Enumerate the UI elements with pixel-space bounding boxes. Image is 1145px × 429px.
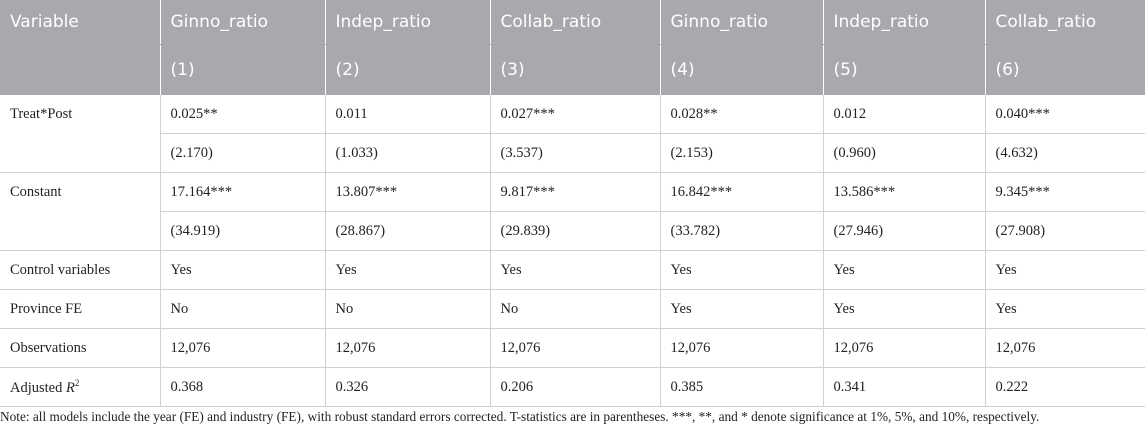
cell: (28.867) — [325, 211, 491, 251]
cell: 0.040*** — [985, 95, 1145, 134]
header-col-4-num: (4) — [660, 44, 824, 95]
adj-label-r: R — [65, 379, 75, 396]
row-label-adjusted-r2: Adjusted R2 — [0, 367, 161, 407]
cell: (1.033) — [325, 133, 491, 173]
cell: (2.153) — [660, 133, 824, 173]
row-treat-post-tstat: (2.170) (1.033) (3.537) (2.153) (0.960) … — [0, 133, 1145, 173]
cell: 0.025** — [160, 95, 326, 134]
cell: (27.946) — [823, 211, 986, 251]
cell: (3.537) — [490, 133, 661, 173]
cell: 13.586*** — [823, 172, 986, 212]
cell: 12,076 — [325, 328, 491, 368]
row-treat-post-coef: Treat*Post 0.025** 0.011 0.027*** 0.028*… — [0, 95, 1145, 173]
cell: 0.027*** — [490, 95, 661, 134]
cell: (4.632) — [985, 133, 1145, 173]
cell: Yes — [490, 250, 661, 290]
cell: Yes — [660, 250, 824, 290]
adj-label-text: Adjusted — [10, 379, 66, 396]
cell: 12,076 — [160, 328, 326, 368]
cell: (34.919) — [160, 211, 326, 251]
regression-table: Variable Ginno_ratio Indep_ratio Collab_… — [0, 0, 1145, 407]
header-col-5-name: Indep_ratio — [823, 0, 986, 45]
cell: No — [325, 289, 491, 329]
cell: Yes — [660, 289, 824, 329]
row-observations: Observations 12,076 12,076 12,076 12,076… — [0, 328, 1145, 368]
cell: 9.817*** — [490, 172, 661, 212]
cell: Yes — [985, 250, 1145, 290]
cell: No — [160, 289, 326, 329]
table-note: Note: all models include the year (FE) a… — [0, 409, 1040, 424]
row-label-control: Control variables — [0, 250, 161, 290]
row-constant-tstat: (34.919) (28.867) (29.839) (33.782) (27.… — [0, 211, 1145, 251]
cell: (29.839) — [490, 211, 661, 251]
cell: 0.222 — [985, 367, 1145, 407]
cell: 12,076 — [490, 328, 661, 368]
row-province-fe: Province FE No No No Yes Yes Yes — [0, 289, 1145, 329]
header-col-1-num: (1) — [160, 44, 326, 95]
cell: (2.170) — [160, 133, 326, 173]
header-variable: Variable — [0, 0, 161, 45]
header-col-5-num: (5) — [823, 44, 986, 95]
header-col-2-name: Indep_ratio — [325, 0, 491, 45]
row-label-observations: Observations — [0, 328, 161, 368]
cell: No — [490, 289, 661, 329]
adj-label-sup: 2 — [74, 377, 80, 388]
cell: Yes — [985, 289, 1145, 329]
cell: (0.960) — [823, 133, 986, 173]
cell: 0.011 — [325, 95, 491, 134]
cell: Yes — [823, 289, 986, 329]
row-label-constant: Constant — [0, 172, 161, 251]
header-col-6-name: Collab_ratio — [985, 0, 1145, 45]
cell: 13.807*** — [325, 172, 491, 212]
cell: 9.345*** — [985, 172, 1145, 212]
header-col-3-num: (3) — [490, 44, 661, 95]
cell: Yes — [160, 250, 326, 290]
cell: 0.368 — [160, 367, 326, 407]
cell: 12,076 — [985, 328, 1145, 368]
row-label-treat-post: Treat*Post — [0, 95, 161, 173]
cell: Yes — [325, 250, 491, 290]
row-label-province-fe: Province FE — [0, 289, 161, 329]
cell: 0.326 — [325, 367, 491, 407]
cell: Yes — [823, 250, 986, 290]
row-adjusted-r2: Adjusted R2 0.368 0.326 0.206 0.385 0.34… — [0, 367, 1145, 407]
header-variable-blank — [0, 44, 161, 95]
cell: 0.206 — [490, 367, 661, 407]
header-col-4-name: Ginno_ratio — [660, 0, 824, 45]
header-col-1-name: Ginno_ratio — [160, 0, 326, 45]
cell: 12,076 — [660, 328, 824, 368]
header-row-numbers: (1) (2) (3) (4) (5) (6) — [0, 44, 1145, 95]
header-col-2-num: (2) — [325, 44, 491, 95]
header-col-3-name: Collab_ratio — [490, 0, 661, 45]
cell: 16.842*** — [660, 172, 824, 212]
cell: 12,076 — [823, 328, 986, 368]
cell: 17.164*** — [160, 172, 326, 212]
header-row-names: Variable Ginno_ratio Indep_ratio Collab_… — [0, 0, 1145, 45]
cell: 0.012 — [823, 95, 986, 134]
row-control-variables: Control variables Yes Yes Yes Yes Yes Ye… — [0, 250, 1145, 290]
cell: 0.385 — [660, 367, 824, 407]
cell: 0.028** — [660, 95, 824, 134]
cell: (33.782) — [660, 211, 824, 251]
row-constant-coef: Constant 17.164*** 13.807*** 9.817*** 16… — [0, 172, 1145, 251]
header-col-6-num: (6) — [985, 44, 1145, 95]
cell: 0.341 — [823, 367, 986, 407]
cell: (27.908) — [985, 211, 1145, 251]
